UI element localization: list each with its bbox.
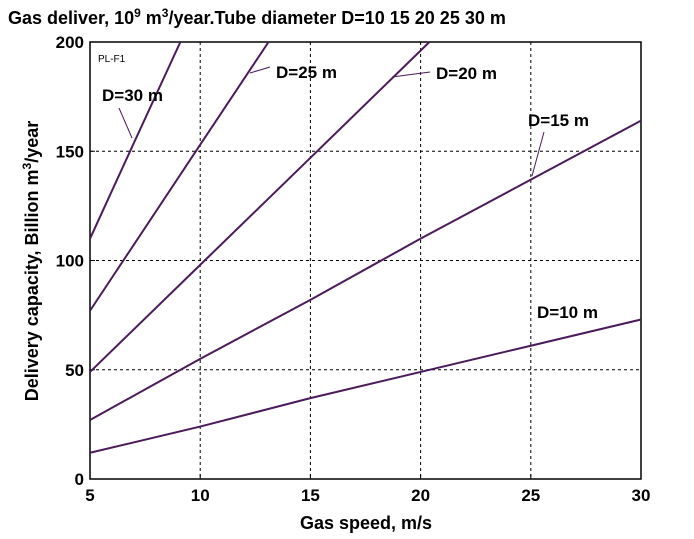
text-part: 3 xyxy=(20,162,34,169)
y-tick-label: 150 xyxy=(56,142,84,161)
tag: PL-F1 xyxy=(98,54,126,65)
chart-title: Gas deliver, 109 m3/year.Tube diameter D… xyxy=(8,6,506,28)
leader-line xyxy=(391,71,431,78)
leader-line xyxy=(118,107,133,139)
x-tick-label: 15 xyxy=(301,486,320,505)
x-tick-label: 30 xyxy=(632,486,651,505)
series-line xyxy=(89,119,642,421)
series-line xyxy=(89,41,431,373)
y-tick-label: 200 xyxy=(56,33,84,52)
plot-frame xyxy=(89,41,642,480)
x-tick-label: 10 xyxy=(191,486,210,505)
series-label: D=30 m xyxy=(102,86,163,105)
text-part: /year.Tube diameter D=10 15 20 25 30 m xyxy=(168,8,505,28)
text-part: 9 xyxy=(134,6,141,20)
series-label: D=15 m xyxy=(528,111,589,130)
y-tick-label: 50 xyxy=(65,361,84,380)
series-label: D=20 m xyxy=(436,64,497,83)
text-part: Gas deliver, 10 xyxy=(8,8,134,28)
x-tick-label: 25 xyxy=(521,486,540,505)
y-axis-label: Delivery capacity, Billion m3/year xyxy=(20,121,42,402)
leader-line xyxy=(249,66,271,74)
x-tick-label: 5 xyxy=(85,486,94,505)
y-tick-label: 100 xyxy=(56,252,84,271)
text-part: Delivery capacity, Billion m xyxy=(22,169,42,401)
leader-line xyxy=(531,131,545,177)
text-part: /year xyxy=(22,121,42,163)
series-line xyxy=(89,41,182,240)
text-part: 3 xyxy=(162,6,169,20)
series-label: D=10 m xyxy=(537,303,598,322)
x-axis-label: Gas speed, m/s xyxy=(300,513,432,533)
series-line xyxy=(89,318,642,454)
y-tick-label: 0 xyxy=(75,470,84,489)
series-line xyxy=(89,41,270,312)
series-label: D=25 m xyxy=(276,63,337,82)
text-part: m xyxy=(141,8,162,28)
x-tick-label: 20 xyxy=(411,486,430,505)
